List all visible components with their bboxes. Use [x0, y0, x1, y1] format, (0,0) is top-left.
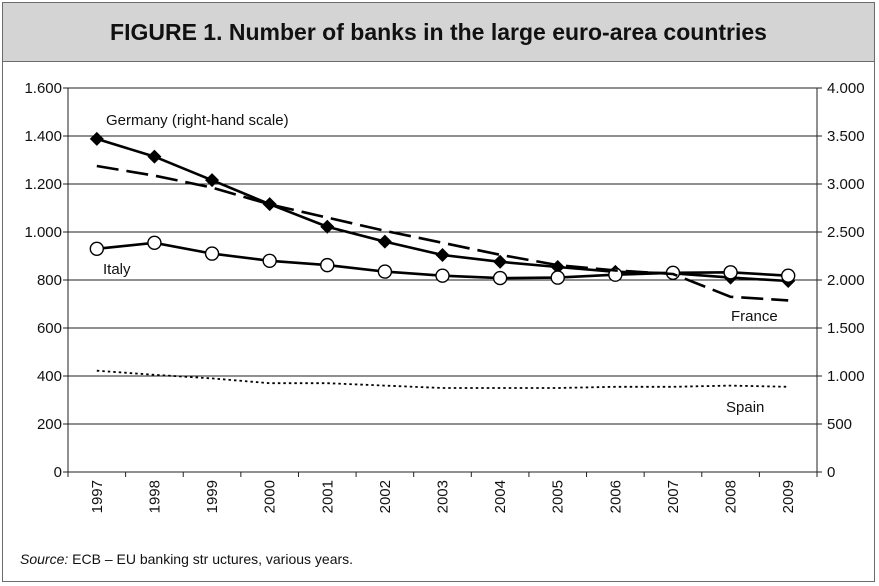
right-tick-label: 0: [827, 464, 835, 481]
axes: 0 200 400 600 800 1.000 1.200 1.400 1.600 0 500 1.0…: [24, 80, 864, 513]
series-label-france: France: [731, 308, 778, 325]
left-tick-label: 1.600: [24, 80, 62, 97]
right-tick-label: 2.500: [827, 224, 865, 241]
source-text: ECB – EU banking str uctures, various ye…: [72, 551, 354, 567]
x-tick-label: 2005: [550, 480, 567, 513]
series-labels: Germany (right-hand scale) Italy France Spa…: [103, 112, 778, 416]
gridlines: [68, 87, 817, 425]
x-tick-label: 2002: [377, 480, 394, 513]
marker-circle-italy: [89, 241, 105, 257]
x-tick-label: 1997: [89, 480, 106, 513]
series-line-france: [96, 164, 789, 302]
right-tick-label: 1.000: [827, 368, 865, 385]
right-tick-label: 4.000: [827, 80, 865, 97]
title-bar: FIGURE 1. Number of banks in the large e…: [3, 3, 874, 62]
left-tick-label: 800: [37, 272, 62, 289]
left-tick-label: 1.000: [24, 224, 62, 241]
x-tick-label: 2007: [665, 480, 682, 513]
marker-diamond-germany: [320, 219, 335, 234]
x-tick-label: 2001: [319, 480, 336, 513]
marker-circle-italy: [147, 235, 162, 251]
right-tick-label: 1.500: [827, 320, 865, 337]
marker-circle-italy: [550, 270, 565, 285]
right-tick-label: 2.000: [827, 272, 865, 289]
marker-circle-italy: [262, 253, 277, 268]
marker-circle-italy: [435, 268, 450, 283]
x-tick-label: 2003: [435, 480, 452, 513]
marker-diamond-germany: [205, 173, 220, 188]
right-tick-label: 3.000: [827, 176, 865, 193]
left-tick-label: 1.400: [24, 128, 62, 145]
right-tick-label: 3.500: [827, 128, 865, 145]
marker-diamond-germany: [89, 131, 104, 146]
marker-diamond-germany: [493, 254, 508, 269]
x-tick-label: 1999: [204, 480, 221, 513]
series-line-spain: [96, 369, 789, 389]
right-tick-label: 500: [827, 416, 852, 433]
source-prefix: Source:: [20, 551, 69, 567]
marker-circle-italy: [204, 246, 220, 261]
marker-circle-italy: [723, 265, 738, 280]
marker-diamond-germany: [377, 234, 392, 249]
marker-circle-italy: [780, 268, 796, 283]
x-tick-label: 2000: [262, 480, 279, 513]
marker-circle-italy: [320, 257, 335, 273]
x-tick-label: 2009: [780, 480, 797, 513]
marker-diamond-germany: [435, 248, 450, 263]
left-tick-label: 600: [37, 320, 62, 337]
left-tick-label: 400: [37, 368, 62, 385]
figure-title: FIGURE 1. Number of banks in the large e…: [110, 18, 767, 45]
left-tick-label: 0: [54, 464, 62, 481]
marker-circle-italy: [608, 267, 623, 282]
left-tick-label: 200: [37, 416, 62, 433]
series-label-germany: Germany (right-hand scale): [106, 112, 289, 129]
marker-diamond-germany: [147, 149, 162, 164]
x-tick-label: 1998: [146, 480, 163, 513]
x-tick-label: 2004: [492, 480, 509, 513]
series-label-spain: Spain: [726, 399, 764, 416]
x-tick-label: 2008: [723, 480, 740, 513]
marker-circle-italy: [492, 270, 508, 286]
marker-circle-italy: [377, 264, 393, 279]
marker-diamond-germany: [262, 197, 277, 212]
source-note: Source: ECB – EU banking str uctures, va…: [20, 551, 353, 567]
series-label-italy: Italy: [103, 261, 131, 278]
x-tick-label: 2006: [607, 480, 624, 513]
left-tick-label: 1.200: [24, 176, 62, 193]
series-group: [89, 131, 796, 389]
